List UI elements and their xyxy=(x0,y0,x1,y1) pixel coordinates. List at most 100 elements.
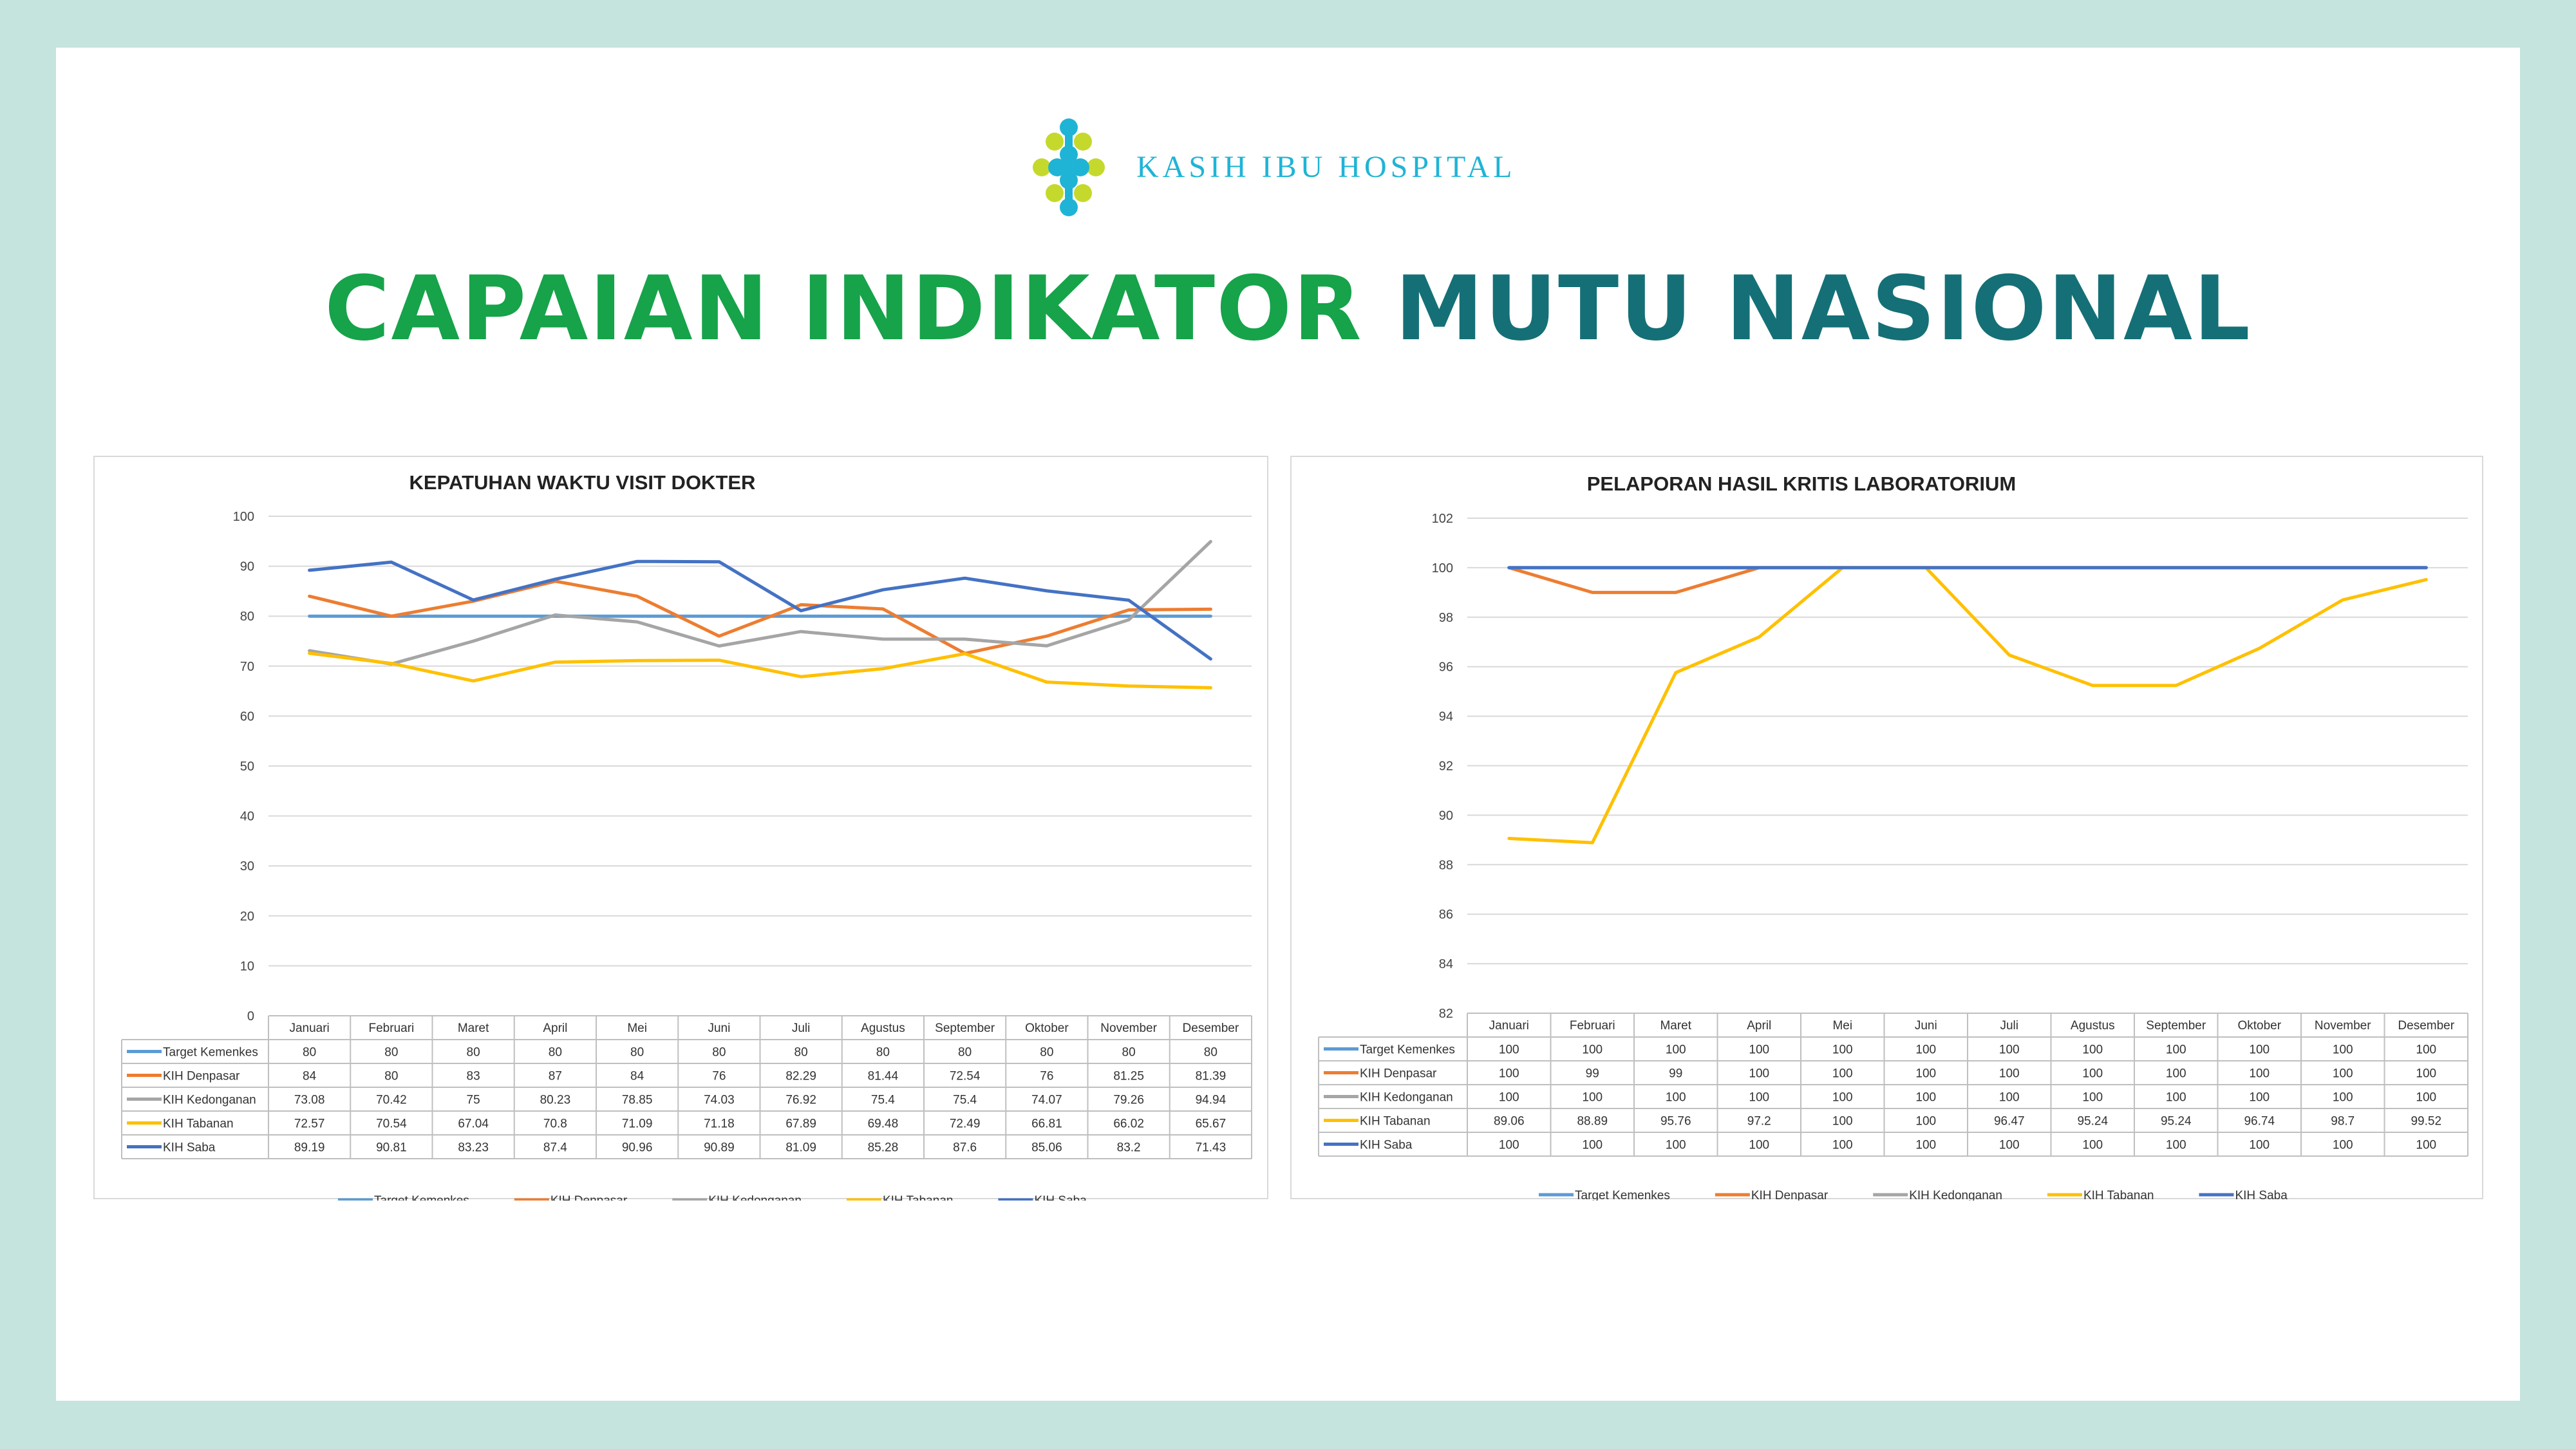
y-tick-label: 30 xyxy=(240,859,254,874)
table-cell-value: 87.6 xyxy=(953,1141,977,1155)
table-cell-value: 100 xyxy=(2416,1043,2436,1057)
table-cell-value: 71.43 xyxy=(1196,1141,1227,1155)
y-tick-label: 70 xyxy=(240,660,254,674)
table-cell-value: 100 xyxy=(2249,1139,2270,1152)
table-cell-value: 66.02 xyxy=(1113,1117,1144,1131)
x-category-label: Maret xyxy=(1660,1019,1691,1033)
table-cell-value: 70.8 xyxy=(543,1117,567,1131)
logo-dot xyxy=(1033,158,1051,176)
table-cell-value: 96.47 xyxy=(1994,1115,2025,1128)
table-cell-value: 100 xyxy=(1749,1067,1769,1081)
table-cell-value: 100 xyxy=(1832,1043,1853,1057)
series-line-kih-denpasar xyxy=(1507,566,2428,594)
table-cell-value: 80 xyxy=(794,1046,808,1060)
table-cell-value: 81.09 xyxy=(785,1141,816,1155)
table-cell-value: 100 xyxy=(1832,1091,1853,1105)
series-line-kih-denpasar xyxy=(308,579,1212,655)
table-cell-value: 80 xyxy=(384,1070,398,1083)
table-series-name: KIH Denpasar xyxy=(1360,1067,1437,1081)
table-cell-value: 80 xyxy=(1122,1046,1136,1060)
table-cell-value: 100 xyxy=(2166,1139,2186,1152)
table-cell-value: 100 xyxy=(2249,1067,2270,1081)
table-cell-value: 85.28 xyxy=(868,1141,899,1155)
y-tick-label: 40 xyxy=(240,810,254,824)
table-cell-value: 76.92 xyxy=(785,1094,816,1107)
x-category-label: Maret xyxy=(458,1022,489,1035)
x-category-label: Februari xyxy=(369,1022,415,1035)
x-category-label: Desember xyxy=(2398,1019,2454,1033)
logo-dot xyxy=(1060,198,1078,216)
x-category-label: Agustus xyxy=(861,1022,905,1035)
table-cell-value: 100 xyxy=(1832,1067,1853,1081)
series-line-kih-saba xyxy=(308,559,1212,661)
y-tick-label: 98 xyxy=(1439,611,1453,625)
table-cell-value: 72.57 xyxy=(294,1117,325,1131)
x-category-label: Februari xyxy=(1570,1019,1615,1033)
table-series-name: KIH Kedonganan xyxy=(163,1094,256,1107)
table-cell-value: 100 xyxy=(2082,1067,2103,1081)
table-cell-value: 95.24 xyxy=(2161,1115,2192,1128)
table-cell-value: 96.74 xyxy=(2244,1115,2275,1128)
table-cell-value: 83.23 xyxy=(458,1141,489,1155)
table-cell-value: 80 xyxy=(630,1046,644,1060)
table-cell-value: 74.03 xyxy=(704,1094,735,1107)
y-tick-label: 90 xyxy=(1439,809,1453,823)
table-series-name: KIH Kedonganan xyxy=(1360,1091,1453,1105)
legend-label: KIH Kedonganan xyxy=(708,1194,802,1201)
y-tick-label: 80 xyxy=(240,610,254,624)
y-tick-label: 0 xyxy=(247,1009,254,1024)
legend-label: KIH Kedonganan xyxy=(1909,1189,2002,1201)
table-cell-value: 89.19 xyxy=(294,1141,325,1155)
table-cell-value: 100 xyxy=(1832,1139,1853,1152)
legend-label: Target Kemenkes xyxy=(1575,1189,1670,1201)
table-cell-value: 100 xyxy=(1666,1091,1686,1105)
logo-dot xyxy=(1087,158,1105,176)
table-cell-value: 75.4 xyxy=(871,1094,895,1107)
series-line-kih-tabanan xyxy=(1507,566,2428,845)
y-tick-label: 20 xyxy=(240,910,254,924)
x-category-label: September xyxy=(2146,1019,2206,1033)
table-cell-value: 100 xyxy=(1582,1043,1603,1057)
table-cell-value: 100 xyxy=(1666,1043,1686,1057)
table-cell-value: 90.81 xyxy=(376,1141,407,1155)
logo-dot xyxy=(1071,158,1089,176)
table-cell-value: 66.81 xyxy=(1031,1117,1062,1131)
table-cell-value: 87 xyxy=(549,1070,562,1083)
x-category-label: Desember xyxy=(1183,1022,1239,1035)
page-title: CAPAIAN INDIKATOR MUTU NASIONAL xyxy=(0,251,2576,367)
x-category-label: Juni xyxy=(708,1022,730,1035)
table-series-name: KIH Tabanan xyxy=(163,1117,234,1131)
table-cell-value: 100 xyxy=(2416,1139,2436,1152)
table-series-name: KIH Saba xyxy=(1360,1139,1413,1152)
table-cell-value: 78.85 xyxy=(622,1094,653,1107)
legend-label: KIH Tabanan xyxy=(883,1194,954,1201)
table-cell-value: 100 xyxy=(1749,1043,1769,1057)
y-tick-label: 102 xyxy=(1432,512,1453,526)
chart-visit-dokter: KEPATUHAN WAKTU VISIT DOKTER 0 10 20 30 40 50 6… xyxy=(121,471,1252,1201)
table-cell-value: 80 xyxy=(384,1046,398,1060)
y-tick-label: 88 xyxy=(1439,858,1453,872)
table-cell-value: 100 xyxy=(1915,1139,1936,1152)
logo-dot xyxy=(1060,171,1078,189)
table-cell-value: 100 xyxy=(2082,1091,2103,1105)
y-tick-label: 86 xyxy=(1439,908,1453,922)
table-cell-value: 81.44 xyxy=(868,1070,899,1083)
table-cell-value: 100 xyxy=(2333,1067,2353,1081)
table-cell-value: 89.06 xyxy=(1494,1115,1525,1128)
table-cell-value: 100 xyxy=(1999,1091,2020,1105)
table-cell-value: 67.89 xyxy=(785,1117,816,1131)
table-cell-value: 100 xyxy=(2249,1043,2270,1057)
table-cell-value: 70.54 xyxy=(376,1117,407,1131)
table-cell-value: 74.07 xyxy=(1031,1094,1062,1107)
table-cell-value: 100 xyxy=(2082,1043,2103,1057)
table-cell-value: 67.04 xyxy=(458,1117,489,1131)
table-cell-value: 100 xyxy=(1915,1115,1936,1128)
table-cell-value: 80 xyxy=(712,1046,726,1060)
hospital-logo-icon xyxy=(1033,118,1105,216)
table-cell-value: 90.89 xyxy=(704,1141,735,1155)
table-cell-value: 80 xyxy=(1204,1046,1217,1060)
table-cell-value: 72.54 xyxy=(950,1070,981,1083)
table-cell-value: 100 xyxy=(1832,1115,1853,1128)
table-cell-value: 100 xyxy=(1499,1139,1519,1152)
table-series-name: KIH Tabanan xyxy=(1360,1115,1431,1128)
